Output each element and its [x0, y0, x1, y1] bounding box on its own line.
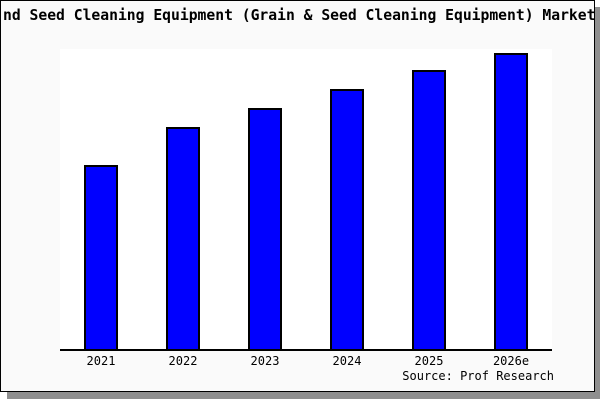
- x-tick-label: 2025: [414, 354, 444, 368]
- bar: [84, 165, 118, 351]
- x-tick-label: 2023: [250, 354, 280, 368]
- bar: [412, 70, 446, 351]
- x-tick-label: 2022: [168, 354, 198, 368]
- bar: [494, 53, 528, 351]
- chart-title: nd Seed Cleaning Equipment (Grain & Seed…: [3, 7, 595, 24]
- chart-frame: nd Seed Cleaning Equipment (Grain & Seed…: [0, 0, 595, 392]
- bar: [330, 89, 364, 351]
- x-tick-label: 2024: [332, 354, 362, 368]
- x-axis-line: [60, 349, 552, 351]
- bar: [166, 127, 200, 351]
- plot-area: [60, 49, 552, 351]
- source-label: Source: Prof Research: [402, 369, 554, 383]
- x-tick-label: 2021: [86, 354, 116, 368]
- x-tick-label: 2026e: [492, 354, 530, 368]
- bar: [248, 108, 282, 351]
